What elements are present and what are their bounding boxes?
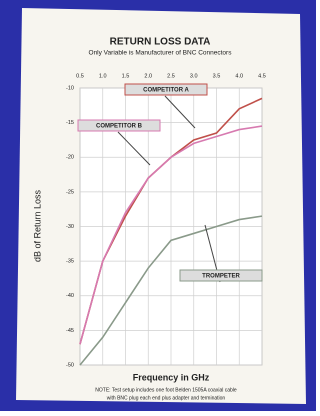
y-tick-label: -20 — [66, 155, 74, 161]
x-tick-label: 4.5 — [258, 73, 266, 79]
x-tick-label: 1.5 — [122, 73, 130, 79]
y-tick-label: -25 — [66, 189, 74, 195]
x-tick-label: 2.0 — [144, 73, 152, 79]
chart-title: RETURN LOSS DATA — [110, 37, 211, 48]
y-tick-label: -45 — [66, 328, 74, 334]
y-tick-label: -50 — [66, 362, 74, 368]
x-tick-label: 3.5 — [213, 73, 221, 79]
plot: 0.5 1.0 1.5 2.0 2.5 3.0 3.5 4.0 4.5 -10 -15 -20 -25 -… — [66, 73, 266, 368]
note: with BNC plug each end plus adapter and … — [107, 395, 226, 401]
x-tick-label: 4.0 — [235, 73, 243, 79]
legend-label: COMPETITOR B — [96, 124, 143, 130]
y-tick-label: -30 — [66, 224, 74, 230]
x-tick-label: 2.5 — [167, 73, 175, 79]
y-tick-label: -40 — [66, 293, 74, 299]
y-tick-label: -10 — [66, 85, 74, 91]
chart: RETURN LOSS DATA Only Variable is Manufa… — [0, 0, 316, 411]
x-tick-label: 0.5 — [76, 73, 84, 79]
page: RETURN LOSS DATA Only Variable is Manufa… — [0, 0, 316, 411]
y-tick-label: -35 — [66, 259, 74, 265]
x-tick-label: 3.0 — [190, 73, 198, 79]
y-axis-label: dB of Return Loss — [32, 189, 42, 262]
x-axis-label: Frequency in GHz — [133, 372, 210, 382]
note: NOTE: Test setup includes one foot Belde… — [95, 387, 237, 393]
legend-label: TROMPETER — [202, 274, 240, 280]
y-tick-label: -15 — [66, 120, 74, 126]
x-tick-label: 1.0 — [99, 73, 107, 79]
legend-label: COMPETITOR A — [143, 88, 189, 94]
chart-subtitle: Only Variable is Manufacturer of BNC Con… — [89, 50, 233, 57]
